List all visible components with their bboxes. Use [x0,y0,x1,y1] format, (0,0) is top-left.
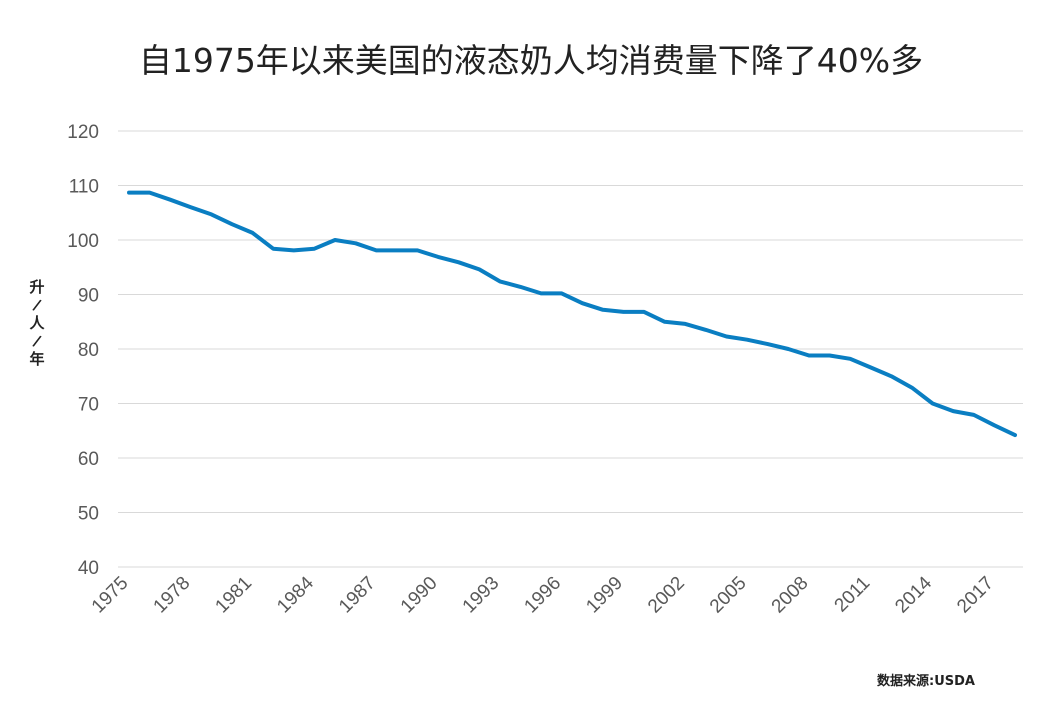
y-axis-ticks: 40 50 60 70 80 90 100 110 120 [67,122,99,579]
data-point [374,248,378,252]
data-point [663,320,667,324]
y-axis-label-char: / [31,296,43,315]
y-tick-label: 80 [78,340,99,361]
data-point [828,354,832,358]
x-tick-label: 1993 [459,573,504,618]
data-point [951,409,955,413]
data-point [477,267,481,271]
data-point [1013,433,1017,437]
y-tick-label: 60 [78,449,99,470]
data-point [209,212,213,216]
y-tick-label: 70 [78,395,99,416]
data-point [519,285,523,289]
data-point [580,301,584,305]
data-point [127,191,131,195]
data-point [333,238,337,242]
data-point [972,413,976,417]
data-point [704,328,708,332]
x-tick-label: 2005 [706,573,751,618]
y-axis-label-char: 升 [29,278,44,296]
x-tick-label: 1990 [397,573,442,618]
data-point [312,247,316,251]
x-tick-label: 1978 [150,573,195,618]
x-tick-label: 1984 [273,572,318,617]
x-tick-label: 1996 [520,573,565,618]
data-point [436,255,440,259]
data-point [683,322,687,326]
x-tick-label: 2011 [831,573,875,617]
y-tick-label: 50 [78,504,99,525]
data-point [292,248,296,252]
data-point [725,335,729,339]
x-tick-label: 2002 [644,573,689,618]
data-point [560,291,564,295]
data-point [889,374,893,378]
data-point [189,205,193,209]
data-point [766,342,770,346]
data-point [786,347,790,351]
x-tick-label: 1987 [335,573,380,618]
data-point [395,248,399,252]
y-axis-label-char: 年 [29,350,44,368]
data-point [230,222,234,226]
x-axis-ticks: 1975 1978 1981 1984 1987 1990 1993 1996 1999 2002… [88,572,998,617]
y-axis-label-char: / [31,332,43,351]
x-tick-label: 1999 [582,573,627,618]
x-tick-label: 2017 [953,573,998,618]
x-tick-label: 2014 [891,572,936,617]
x-tick-label: 1975 [88,573,133,618]
data-point [931,402,935,406]
data-point [601,308,605,312]
x-tick-label: 2008 [768,573,813,618]
data-point [251,231,255,235]
y-tick-label: 90 [78,286,99,307]
data-point [745,338,749,342]
chart-title: 自1975年以来美国的液态奶人均消费量下降了40%多 [139,41,923,80]
data-point [498,279,502,283]
gridlines [118,130,1023,568]
y-tick-label: 40 [78,558,99,579]
y-axis-label: 升/人/年 [29,278,45,368]
data-point [416,248,420,252]
series-layer [127,190,1017,438]
y-tick-label: 110 [69,177,99,198]
data-point [168,198,172,202]
data-point [848,357,852,361]
data-point [271,247,275,251]
data-point [622,310,626,314]
data-point [869,366,873,370]
y-axis-label-char: 人 [29,314,45,332]
source-note: 数据来源:USDA [877,673,975,689]
y-tick-label: 120 [67,122,99,143]
x-tick-label: 1981 [211,573,256,618]
data-point [910,386,914,390]
series-line [127,190,1017,438]
data-point [539,291,543,295]
data-point [992,423,996,427]
y-tick-label: 100 [67,231,99,252]
data-point [354,241,358,245]
data-point [807,354,811,358]
data-point [148,191,152,195]
data-point [642,310,646,314]
data-point [457,260,461,264]
